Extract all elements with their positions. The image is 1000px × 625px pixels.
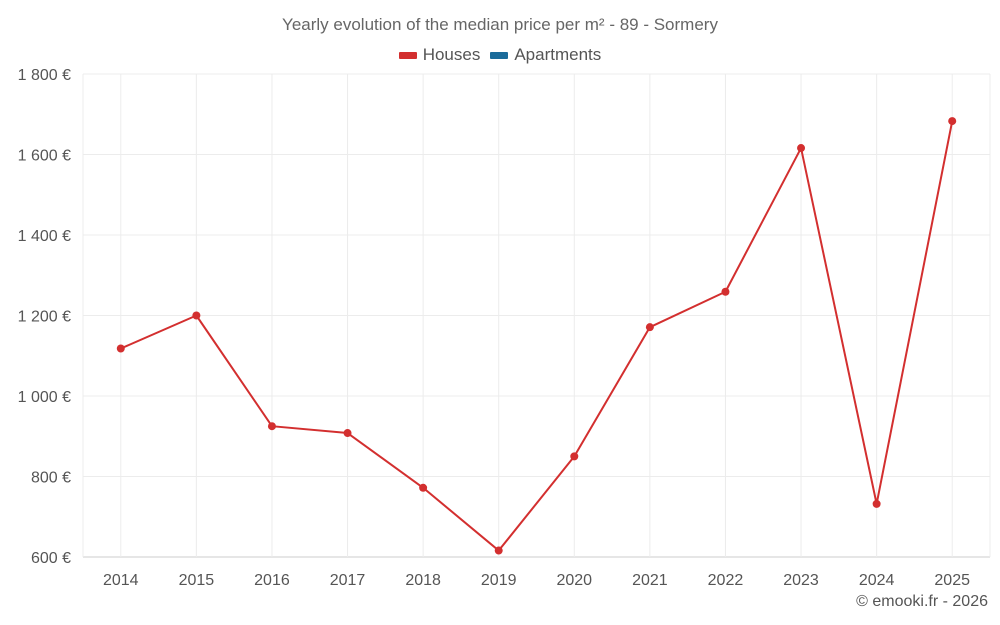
houses-point-2018[interactable] (419, 483, 428, 492)
y-tick-label: 800 € (31, 470, 71, 487)
x-tick-label: 2022 (708, 572, 744, 589)
x-tick-label: 2015 (179, 572, 215, 589)
legend-swatch-houses (398, 51, 417, 59)
houses-point-2023[interactable] (797, 144, 806, 153)
y-tick-label: 600 € (31, 550, 71, 567)
y-tick-label: 1 400 € (18, 228, 71, 245)
houses-line (120, 120, 954, 552)
x-tick-label: 2023 (783, 572, 819, 589)
x-axis: 2014 2015 2016 2017 2018 2019 2020 2021 2022 2023… (103, 572, 970, 589)
houses-point-2025[interactable] (948, 117, 957, 126)
houses-point-2022[interactable] (721, 287, 730, 296)
x-tick-label: 2025 (934, 572, 970, 589)
y-tick-label: 1 000 € (18, 389, 71, 406)
chart-title: Yearly evolution of the median price per… (282, 15, 718, 34)
houses-point-2016[interactable] (267, 422, 276, 431)
y-axis: 600 € 800 € 1 000 € 1 200 € 1 400 € 1 600 € 1 … (18, 67, 71, 567)
grid (82, 73, 991, 558)
legend-item-apartments[interactable]: Apartments (490, 45, 601, 65)
x-tick-label: 2017 (330, 572, 366, 589)
legend: Houses Apartments (0, 45, 1000, 65)
y-tick-label: 1 600 € (18, 148, 71, 165)
credit-text: © emooki.fr - 2026 (856, 593, 988, 610)
x-tick-label: 2020 (556, 572, 592, 589)
houses-point-2019[interactable] (494, 546, 503, 555)
houses-point-2024[interactable] (872, 499, 881, 508)
houses-point-2020[interactable] (570, 452, 579, 461)
x-tick-label: 2018 (405, 572, 441, 589)
houses-point-2021[interactable] (645, 323, 654, 332)
series-houses (116, 117, 957, 555)
legend-item-houses[interactable]: Houses (398, 45, 481, 65)
x-tick-label: 2024 (859, 572, 895, 589)
x-tick-label: 2016 (254, 572, 290, 589)
x-tick-label: 2019 (481, 572, 517, 589)
y-tick-label: 1 200 € (18, 309, 71, 326)
x-tick-label: 2014 (103, 572, 139, 589)
y-tick-label: 1 800 € (18, 67, 71, 84)
houses-point-2014[interactable] (116, 344, 125, 353)
houses-point-2015[interactable] (192, 311, 201, 320)
legend-label-houses: Houses (422, 45, 481, 64)
legend-swatch-apartments (490, 51, 509, 59)
legend-label-apartments: Apartments (514, 45, 602, 64)
x-tick-label: 2021 (632, 572, 668, 589)
houses-point-2017[interactable] (343, 429, 352, 438)
